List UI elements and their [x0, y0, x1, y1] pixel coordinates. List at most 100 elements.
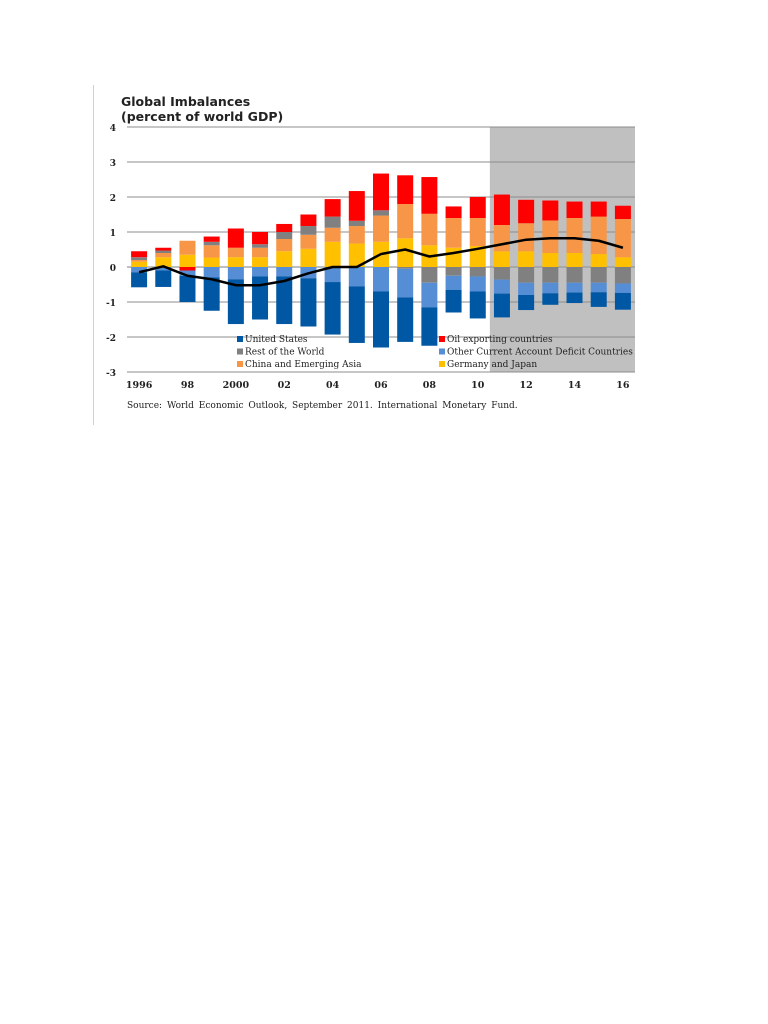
y-tick-label: 3	[110, 159, 116, 169]
bar-segment	[373, 267, 389, 292]
x-tick-label: 04	[326, 380, 340, 391]
bar-segment	[276, 276, 293, 325]
bar-segment	[373, 215, 389, 242]
bar-segment	[469, 267, 486, 277]
legend-swatch	[237, 361, 243, 367]
x-tick-label: 14	[568, 380, 582, 391]
bar-segment	[348, 286, 365, 343]
bar-segment	[227, 267, 244, 280]
legend-label: Rest of the World	[245, 348, 325, 358]
bar-segment	[179, 267, 196, 271]
bar-segment	[590, 267, 607, 283]
legend-swatch	[439, 348, 445, 355]
bar-segment	[348, 220, 365, 227]
bar-segment	[348, 243, 365, 267]
bar-segment	[542, 220, 559, 253]
bar-segment	[276, 251, 293, 267]
bar-segment	[348, 226, 365, 244]
bar-segment	[469, 276, 486, 292]
x-tick-label: 02	[278, 380, 291, 391]
bar-segment	[276, 232, 293, 239]
bar-segment	[518, 223, 535, 252]
bar-segment	[590, 201, 607, 217]
bar-segment	[227, 247, 244, 258]
bar-segment	[348, 267, 365, 287]
bar-segment	[614, 267, 631, 284]
x-tick-label: 06	[374, 380, 388, 391]
page-margin-line	[93, 85, 94, 425]
legend-swatch	[439, 336, 445, 342]
bar-segment	[300, 278, 317, 327]
y-tick-label: 1	[110, 229, 116, 239]
y-tick-label: 2	[110, 194, 116, 204]
bar-segment	[445, 206, 462, 218]
bar-segment	[566, 218, 583, 253]
bar-segment	[518, 282, 535, 295]
bar-segment	[445, 275, 462, 290]
bar-segment	[397, 267, 414, 269]
x-tick-label: 16	[616, 380, 630, 391]
legend-item: Other Current Account Deficit Countries	[439, 348, 633, 358]
bar-segment	[445, 289, 462, 313]
legend-item: Germany and Japan	[439, 360, 537, 370]
bar-segment	[131, 260, 148, 262]
bar-segment	[155, 257, 172, 267]
bar-segment	[324, 267, 341, 283]
y-tick-label: 0	[110, 264, 116, 274]
bar-segment	[397, 175, 414, 204]
legend-item: United States	[237, 335, 308, 345]
bar-segment	[324, 227, 341, 242]
balance-line	[138, 237, 624, 287]
bar-segment	[203, 267, 220, 278]
legend-label: Other Current Account Deficit Countries	[447, 348, 633, 358]
chart-title: Global Imbalances	[121, 94, 251, 109]
bar-segment	[614, 219, 631, 258]
bar-segment	[397, 268, 414, 298]
y-tick-label: 4	[110, 124, 116, 134]
bar-segment	[518, 251, 535, 267]
bar-segment	[566, 282, 583, 293]
bar-segment	[421, 177, 438, 214]
x-tick-label: 10	[471, 380, 485, 391]
bar-segment	[421, 282, 438, 308]
bar-segment	[203, 277, 220, 311]
bar-segment	[324, 216, 341, 228]
bar-segment	[614, 283, 631, 293]
bar-segment	[203, 245, 220, 258]
bar-segment	[518, 199, 535, 224]
bar-segment	[227, 279, 244, 325]
bar-segment	[155, 250, 172, 253]
bar-segment	[590, 292, 607, 307]
bar-segment	[590, 254, 607, 267]
bar-segment	[252, 247, 269, 258]
bar-segment	[421, 267, 438, 283]
y-tick-label: -2	[106, 334, 116, 344]
bar-segment	[324, 199, 341, 217]
bar-segment	[590, 216, 607, 255]
bar-segment	[493, 293, 510, 318]
bar-segment	[179, 240, 196, 255]
bar-segment	[397, 204, 414, 239]
bar-segment	[614, 205, 631, 220]
bar-segment	[252, 267, 269, 277]
x-tick-label: 08	[423, 380, 437, 391]
legend-label: China and Emerging Asia	[245, 360, 362, 370]
bar-segment	[469, 218, 486, 246]
legend-item: Oil exporting countries	[439, 335, 553, 345]
bar-segment	[614, 257, 631, 267]
bar-segment	[542, 282, 559, 294]
bar-segment	[493, 279, 510, 294]
bar-segment	[155, 270, 172, 287]
chart-subtitle: (percent of world GDP)	[121, 109, 284, 124]
x-tick-label: 1996	[126, 380, 153, 391]
bar-segment	[421, 213, 438, 246]
bar-segment	[227, 257, 244, 267]
bar-segment	[252, 276, 269, 320]
legend-label: Oil exporting countries	[447, 335, 553, 345]
x-tick-label: 12	[520, 380, 533, 391]
bar-segment	[493, 194, 510, 225]
bar-segment	[252, 244, 269, 248]
bar-segment	[131, 257, 148, 260]
bar-segment	[252, 257, 269, 267]
